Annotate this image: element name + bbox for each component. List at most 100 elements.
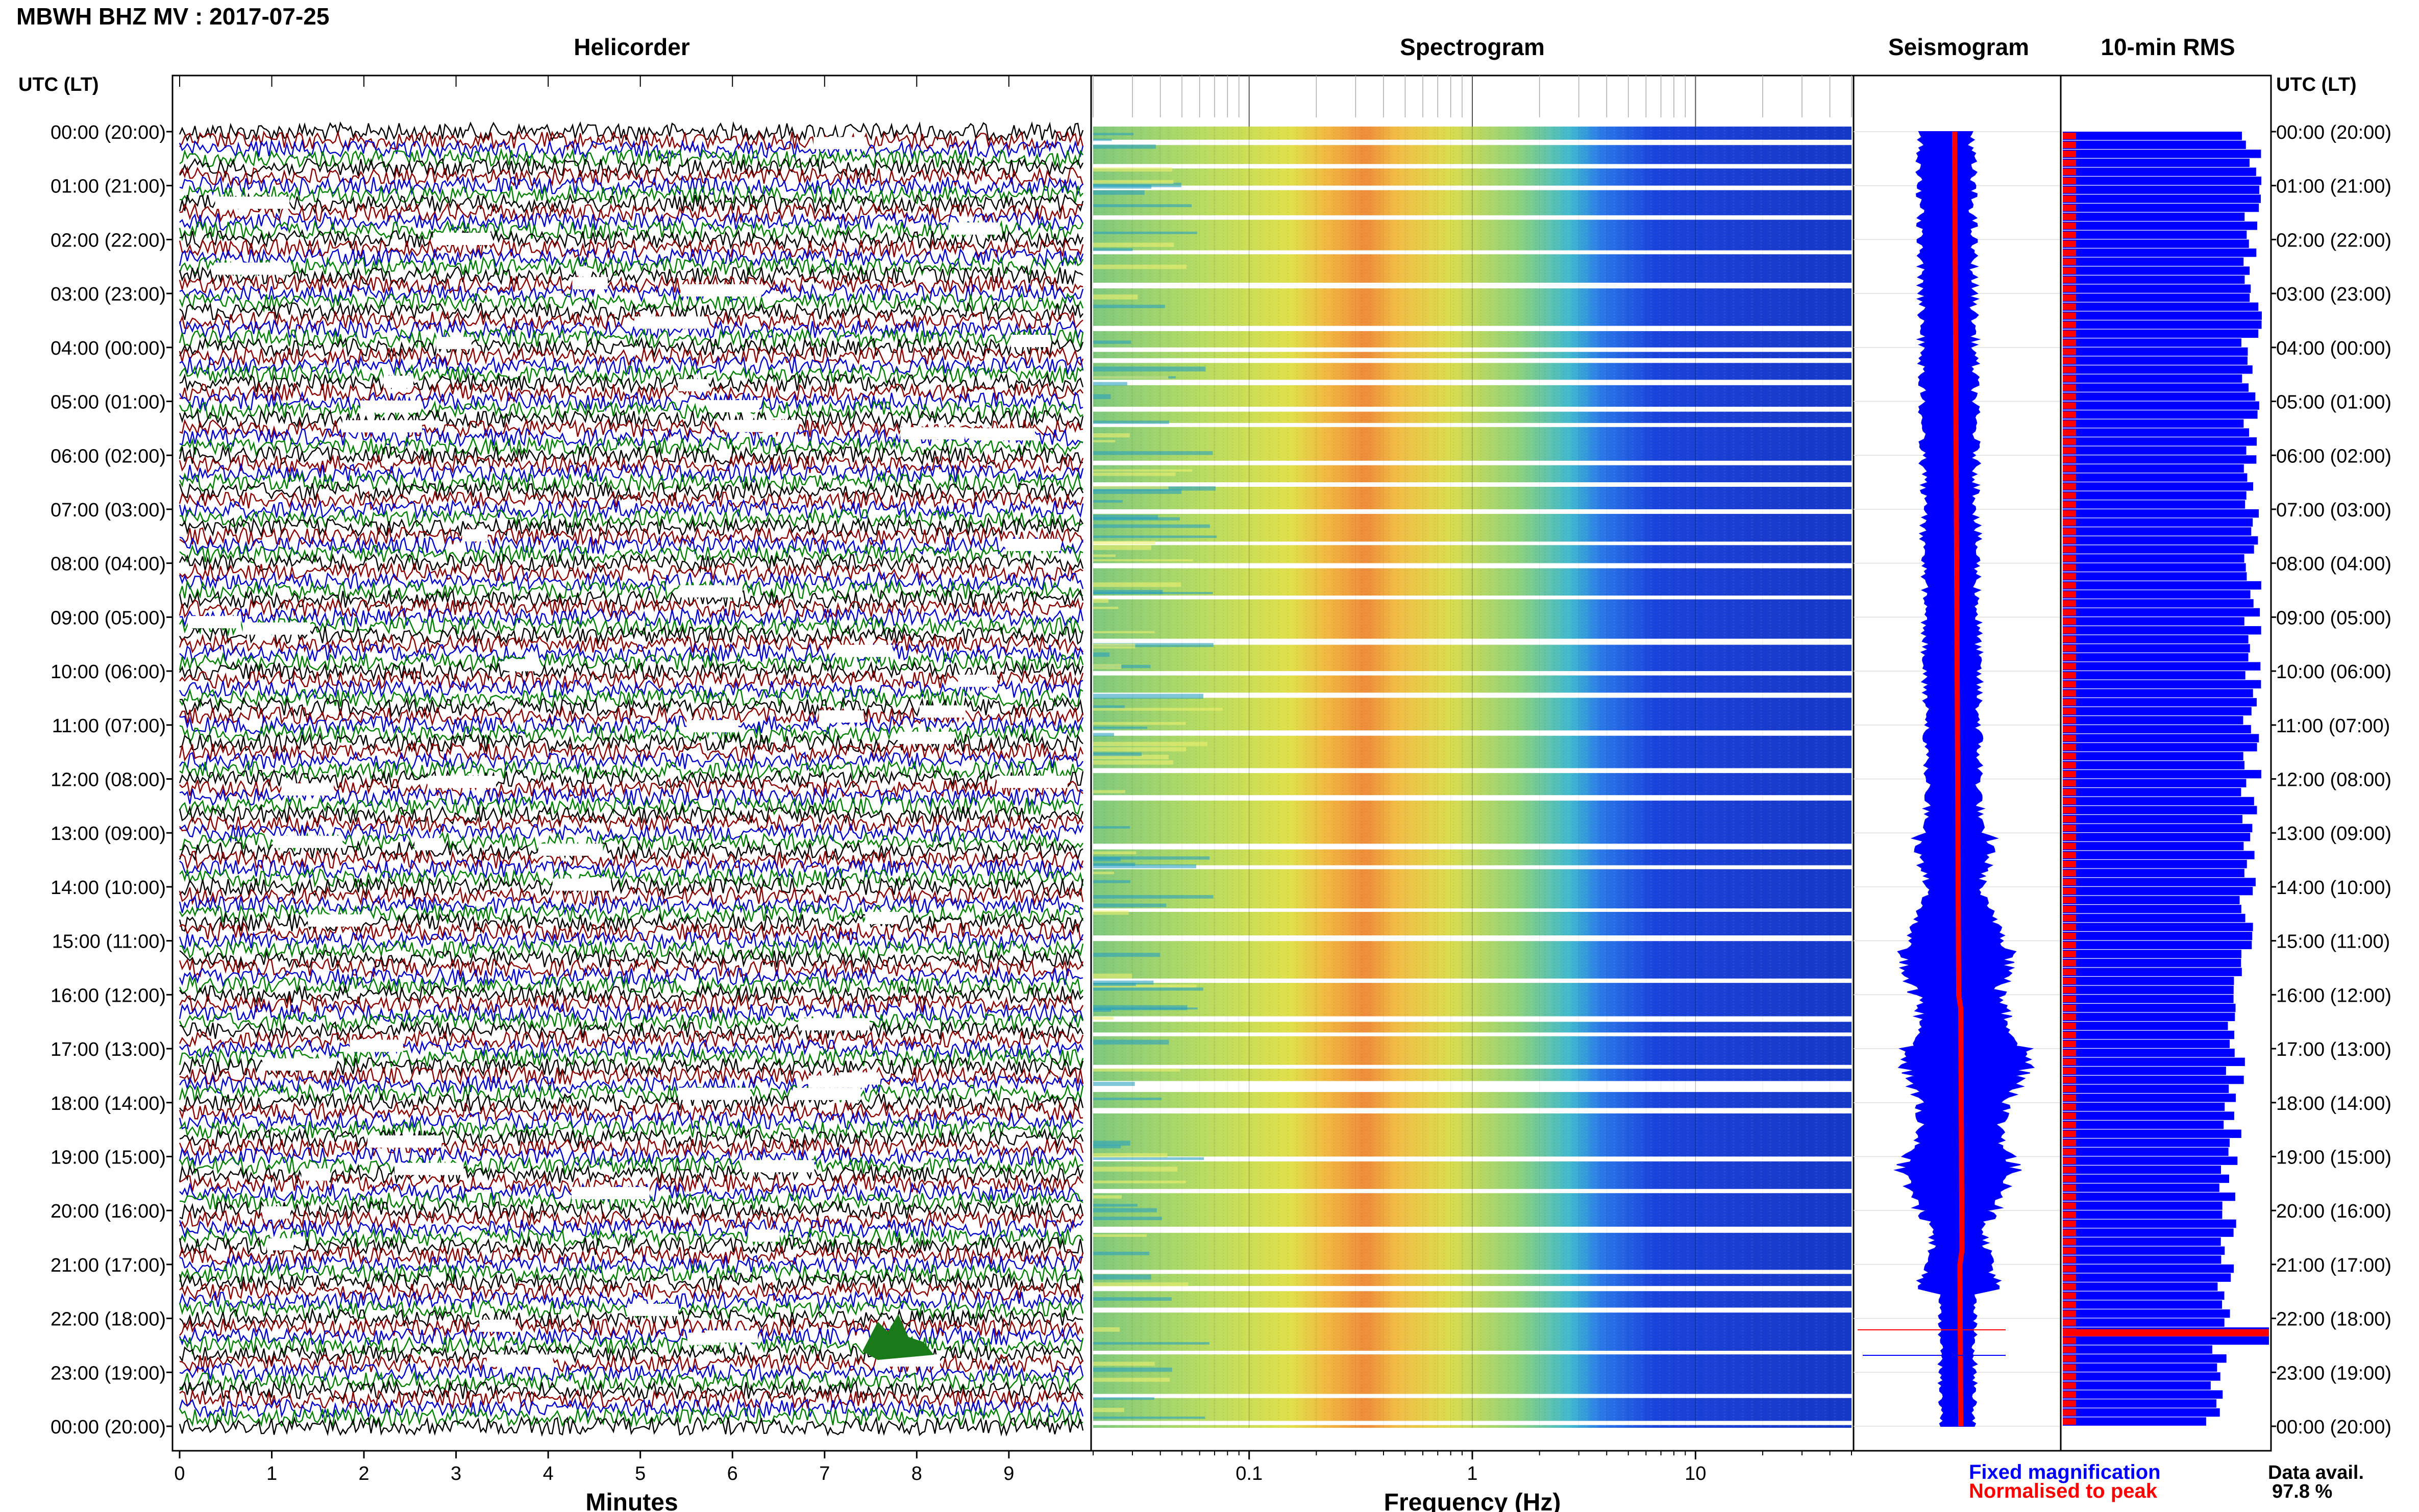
helicorder-trace	[179, 265, 1083, 286]
rms-norm-bar	[2063, 654, 2076, 661]
rms-bar	[2063, 932, 2253, 940]
rms-norm-bar	[2063, 1247, 2076, 1254]
rms-bar	[2063, 419, 2244, 428]
spectrogram-streak	[1093, 1153, 1168, 1158]
time-label-right: 11:00 (07:00)	[2276, 715, 2390, 737]
helicorder-x-tick-label: 7	[819, 1463, 830, 1484]
helicorder-trace	[179, 238, 1084, 259]
rms-bar	[2063, 985, 2234, 995]
rms-bar	[2063, 383, 2249, 392]
helicorder-x-tick-label: 3	[451, 1463, 461, 1484]
rms-bars	[2063, 132, 2269, 1426]
rms-norm-bar	[2063, 681, 2076, 688]
rms-bar	[2063, 608, 2260, 617]
helicorder-gap	[486, 1354, 553, 1367]
rms-bar	[2063, 662, 2261, 671]
rms-norm-bar	[2063, 501, 2076, 508]
spectrogram-streak	[1093, 180, 1174, 184]
time-label-right: 12:00 (08:00)	[2276, 770, 2391, 791]
helicorder-trace	[179, 1262, 1084, 1283]
rms-norm-bar	[2063, 1400, 2076, 1407]
rms-bar	[2063, 572, 2247, 581]
rms-bar	[2063, 1094, 2236, 1102]
rms-bar	[2063, 1309, 2230, 1318]
spectrogram-streak	[1093, 643, 1136, 649]
helicorder-gap	[898, 731, 954, 744]
spectrogram-gap	[1093, 1064, 1852, 1069]
time-label-right: 20:00 (16:00)	[2276, 1201, 2391, 1222]
rms-bar	[2063, 1174, 2229, 1183]
spectrogram-gap	[1093, 935, 1852, 941]
rms-bar	[2063, 473, 2248, 482]
rms-bar	[2063, 797, 2254, 806]
rms-norm-bar	[2063, 339, 2076, 346]
time-label-right: 01:00 (21:00)	[2276, 176, 2391, 197]
helicorder-trace	[179, 867, 1084, 889]
spectrogram-gap	[1093, 326, 1852, 331]
rms-norm-bar	[2063, 933, 2076, 939]
spectrogram-streak	[1093, 1297, 1172, 1301]
rms-norm-bar	[2063, 1337, 2076, 1344]
spectrogram-gap	[1093, 380, 1852, 385]
spectrogram-streak	[1093, 592, 1213, 594]
rms-norm-bar	[2063, 178, 2076, 184]
time-axis-left: 00:00 (20:00) 01:00 (21:00) 02:00 (22:00) 0…	[51, 122, 172, 1438]
time-label-left: 00:00 (20:00)	[51, 122, 166, 143]
time-label-left: 17:00 (13:00)	[51, 1039, 166, 1060]
spectrogram-streak	[1093, 752, 1142, 756]
rms-bar	[2063, 320, 2262, 329]
rms-bar	[2063, 958, 2241, 968]
rms-bar	[2063, 905, 2241, 913]
spectrogram-title: Spectrogram	[1400, 34, 1545, 60]
spectrogram-streak	[1093, 826, 1130, 829]
rms-bar	[2063, 356, 2248, 365]
time-label-right: 15:00 (11:00)	[2276, 931, 2390, 953]
rms-norm-bar	[2063, 870, 2076, 877]
rms-bar	[2063, 1138, 2230, 1147]
rms-bar	[2063, 203, 2259, 212]
rms-norm-bar	[2063, 357, 2076, 364]
rms-norm-bar	[2063, 861, 2076, 867]
helicorder-trace	[179, 732, 1083, 753]
rms-norm-bar	[2063, 708, 2076, 715]
helicorder-trace	[179, 1020, 1084, 1041]
rms-bar	[2063, 1003, 2236, 1012]
rms-bar	[2063, 1273, 2231, 1282]
helicorder-trace	[179, 121, 1084, 142]
rms-bar	[2063, 1201, 2223, 1210]
helicorder-trace	[179, 625, 1084, 646]
rms-bar	[2063, 401, 2259, 410]
time-label-right: 18:00 (14:00)	[2276, 1093, 2391, 1114]
rms-norm-bar	[2063, 528, 2076, 535]
spectrogram-streak	[1093, 1274, 1151, 1280]
rms-norm-bar	[2063, 1058, 2076, 1065]
rms-norm-bar	[2063, 771, 2076, 778]
helicorder-gap	[748, 1229, 780, 1242]
helicorder-gap	[301, 1168, 331, 1181]
helicorder-trace	[179, 526, 1084, 547]
rms-norm-bar	[2063, 789, 2076, 796]
rms-bar	[2063, 779, 2247, 787]
time-label-right: 04:00 (00:00)	[2276, 338, 2391, 359]
spectrogram-streak	[1093, 880, 1130, 883]
rms-bar	[2063, 1318, 2225, 1327]
utc-label-left: UTC (LT)	[18, 74, 99, 95]
helicorder-trace	[179, 714, 1084, 736]
helicorder-trace	[179, 309, 1083, 331]
spectrogram-streak	[1093, 856, 1210, 860]
spectrogram-streak	[1093, 862, 1136, 866]
spectrogram-streak	[1093, 851, 1137, 855]
rms-bar	[2063, 1417, 2206, 1426]
time-label-left: 08:00 (04:00)	[51, 554, 166, 575]
spectrogram-x-axis: 0.1 1 10	[1093, 76, 1852, 1484]
spectrogram-gap	[1093, 768, 1852, 773]
time-label-right: 06:00 (02:00)	[2276, 445, 2391, 467]
time-label-left: 12:00 (08:00)	[51, 770, 166, 791]
helicorder-gap	[187, 616, 241, 629]
helicorder-trace	[179, 453, 1084, 476]
rms-bar	[2063, 1390, 2223, 1399]
spectrogram-streak	[1093, 1068, 1180, 1072]
helicorder-gap	[794, 1087, 861, 1100]
helicorder-trace	[179, 975, 1083, 997]
rms-bar	[2063, 644, 2250, 653]
